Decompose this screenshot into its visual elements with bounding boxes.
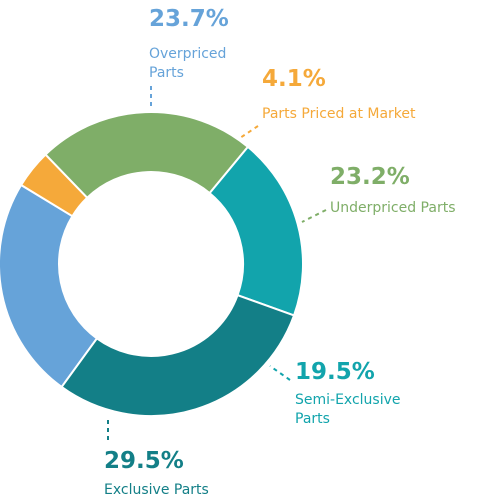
category-label-overpriced-parts: Parts bbox=[149, 65, 184, 81]
category-label-overpriced-parts: Overpriced bbox=[149, 46, 226, 62]
percent-label-overpriced-parts: 23.7% bbox=[149, 6, 229, 32]
category-label-parts-priced-at-market: Parts Priced at Market bbox=[262, 106, 416, 122]
category-label-semi-exclusive-parts: Parts bbox=[295, 411, 330, 427]
leader-line-semi-exclusive-parts bbox=[269, 365, 291, 381]
leader-line-parts-priced-at-market bbox=[239, 125, 259, 139]
category-label-exclusive-parts: Exclusive Parts bbox=[104, 482, 209, 498]
percent-label-underpriced-parts: 23.2% bbox=[330, 164, 410, 190]
leader-line-underpriced-parts bbox=[301, 209, 327, 223]
percent-label-parts-priced-at-market: 4.1% bbox=[262, 66, 326, 92]
slice-underpriced-parts bbox=[44, 111, 250, 200]
slice-overpriced-parts bbox=[0, 183, 99, 389]
category-label-semi-exclusive-parts: Semi-Exclusive bbox=[295, 392, 401, 408]
slice-exclusive-parts bbox=[60, 293, 296, 417]
percent-label-semi-exclusive-parts: 19.5% bbox=[295, 359, 375, 385]
percent-label-exclusive-parts: 29.5% bbox=[104, 448, 184, 474]
category-label-underpriced-parts: Underpriced Parts bbox=[330, 200, 456, 216]
